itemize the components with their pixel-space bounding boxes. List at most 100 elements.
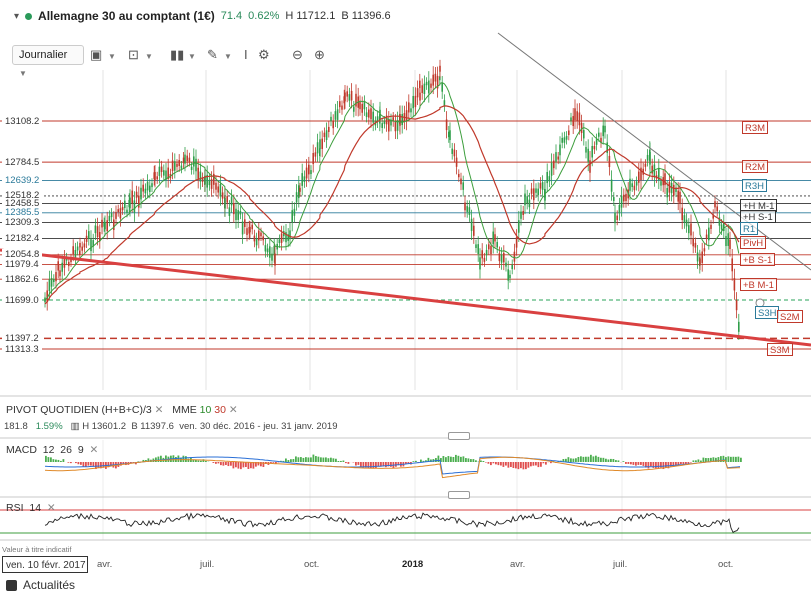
- candle: [388, 120, 390, 132]
- candle: [226, 196, 228, 202]
- candle: [591, 146, 593, 157]
- candle: [395, 122, 397, 131]
- candle: [81, 247, 83, 251]
- candle: [262, 236, 264, 240]
- candle: [535, 188, 537, 192]
- candle: [614, 213, 616, 223]
- candle: [120, 208, 122, 218]
- macd-histogram-bar: [343, 461, 345, 462]
- macd-histogram-bar: [318, 457, 320, 462]
- candle: [246, 228, 248, 235]
- candle: [372, 112, 374, 123]
- panel-resize-handle[interactable]: [448, 491, 470, 499]
- close-icon[interactable]: ✕: [229, 404, 238, 416]
- candle: [312, 153, 314, 164]
- candle: [242, 222, 244, 235]
- x-axis-label: avr.: [97, 559, 112, 570]
- candle: [75, 250, 77, 258]
- macd-histogram-bar: [55, 460, 57, 462]
- candle: [469, 207, 471, 215]
- macd-histogram-bar: [390, 462, 392, 467]
- candle: [466, 206, 468, 212]
- candle: [555, 152, 557, 162]
- candle: [229, 207, 231, 216]
- candle: [695, 243, 697, 248]
- candle: [621, 196, 623, 208]
- macd-histogram-bar: [230, 462, 232, 466]
- macd-histogram-bar: [233, 462, 235, 468]
- candle: [697, 252, 699, 261]
- macd-histogram-bar: [603, 458, 605, 462]
- candle: [669, 182, 671, 193]
- macd-histogram-bar: [498, 462, 500, 465]
- candle: [660, 181, 662, 185]
- macd-histogram-bar: [528, 462, 530, 468]
- candle: [55, 272, 57, 281]
- close-icon[interactable]: ✕: [155, 404, 164, 416]
- candle: [129, 198, 131, 209]
- candle: [222, 192, 224, 198]
- candle: [154, 172, 156, 180]
- macd-histogram-bar: [605, 459, 607, 462]
- candle: [184, 155, 186, 164]
- mme-fast: 10: [200, 404, 212, 416]
- panel-resize-handle[interactable]: [448, 432, 470, 440]
- macd-histogram-bar: [375, 462, 377, 469]
- macd-histogram-bar: [413, 461, 415, 462]
- macd-histogram-bar: [543, 462, 545, 463]
- macd-histogram-bar: [583, 457, 585, 462]
- candle: [337, 109, 339, 120]
- candle: [217, 186, 219, 192]
- candle: [332, 121, 334, 128]
- candle: [731, 258, 733, 271]
- macd-label: MACD 12 26 9 ✕: [6, 444, 98, 456]
- macd-histogram-bar: [738, 457, 740, 462]
- macd-histogram-bar: [658, 462, 660, 468]
- macd-histogram-bar: [588, 457, 590, 462]
- candle: [589, 160, 591, 173]
- candle: [572, 116, 574, 126]
- candle: [430, 84, 432, 88]
- bars-icon: ▥: [71, 421, 80, 432]
- macd-histogram-bar: [48, 457, 50, 462]
- candle: [310, 170, 312, 174]
- candle: [537, 189, 539, 195]
- macd-histogram-bar: [540, 462, 542, 467]
- macd-histogram-bar: [310, 457, 312, 462]
- candle: [408, 102, 410, 112]
- macd-histogram-bar: [730, 457, 732, 462]
- candle: [484, 258, 486, 262]
- candle: [335, 111, 337, 120]
- candle: [514, 252, 516, 262]
- candle: [631, 183, 633, 187]
- candle: [531, 189, 533, 194]
- candle: [267, 248, 269, 252]
- macd-histogram-bar: [188, 459, 190, 462]
- candle: [235, 209, 237, 220]
- candle: [381, 123, 383, 128]
- candle: [361, 104, 363, 113]
- macd-histogram-bar: [638, 462, 640, 465]
- candle: [95, 225, 97, 233]
- close-icon[interactable]: ✕: [90, 444, 99, 456]
- macd-histogram-bar: [88, 462, 90, 466]
- macd-histogram-bar: [303, 458, 305, 462]
- candle: [106, 220, 108, 231]
- candle: [315, 152, 317, 156]
- candle: [734, 278, 736, 290]
- macd-histogram-bar: [518, 462, 520, 469]
- close-icon[interactable]: ✕: [47, 502, 56, 514]
- x-axis-label: juil.: [613, 559, 627, 570]
- candle: [324, 133, 326, 137]
- candle: [570, 117, 572, 120]
- macd-histogram-bar: [690, 462, 692, 463]
- macd-histogram-bar: [523, 462, 525, 469]
- candle: [542, 182, 544, 190]
- candle: [710, 225, 712, 229]
- candle: [492, 232, 494, 245]
- candle: [738, 322, 740, 332]
- candle: [549, 176, 551, 181]
- price-axis-label: 11862.6: [2, 274, 42, 285]
- news-section[interactable]: Actualités: [6, 578, 75, 592]
